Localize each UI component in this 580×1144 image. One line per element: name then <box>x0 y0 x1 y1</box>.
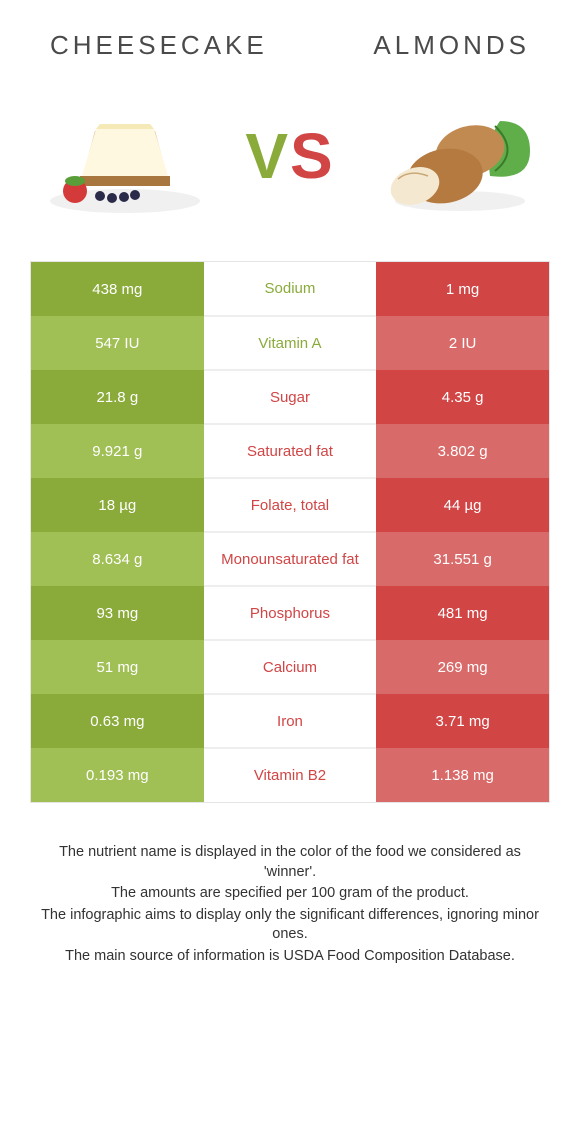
note-line: The infographic aims to display only the… <box>40 906 540 945</box>
nutrient-name: Iron <box>204 694 377 748</box>
nutrient-row: 9.921 gSaturated fat3.802 g <box>31 424 549 478</box>
nutrient-name: Calcium <box>204 640 377 694</box>
nutrient-left-value: 51 mg <box>31 640 204 694</box>
nutrient-right-value: 3.802 g <box>376 424 549 478</box>
note-line: The amounts are specified per 100 gram o… <box>40 884 540 904</box>
nutrient-right-value: 1.138 mg <box>376 748 549 802</box>
vs-label: VS <box>245 119 334 193</box>
nutrient-right-value: 481 mg <box>376 586 549 640</box>
nutrient-left-value: 547 IU <box>31 316 204 370</box>
nutrient-name: Phosphorus <box>204 586 377 640</box>
nutrient-left-value: 93 mg <box>31 586 204 640</box>
cheesecake-image <box>40 91 210 221</box>
nutrient-left-value: 18 µg <box>31 478 204 532</box>
nutrient-row: 18 µgFolate, total44 µg <box>31 478 549 532</box>
vs-v: V <box>245 120 290 192</box>
footer-notes: The nutrient name is displayed in the co… <box>30 803 550 966</box>
nutrient-right-value: 1 mg <box>376 262 549 316</box>
nutrient-row: 438 mgSodium1 mg <box>31 262 549 316</box>
left-food-title: CHEESECAKE <box>50 30 268 61</box>
nutrient-name: Saturated fat <box>204 424 377 478</box>
nutrient-right-value: 31.551 g <box>376 532 549 586</box>
header: CHEESECAKE ALMONDS <box>30 20 550 91</box>
nutrient-name: Folate, total <box>204 478 377 532</box>
nutrient-name: Vitamin B2 <box>204 748 377 802</box>
nutrient-name: Sugar <box>204 370 377 424</box>
note-line: The nutrient name is displayed in the co… <box>40 843 540 882</box>
nutrient-name: Vitamin A <box>204 316 377 370</box>
nutrient-right-value: 2 IU <box>376 316 549 370</box>
note-line: The main source of information is USDA F… <box>40 947 540 967</box>
nutrient-row: 8.634 gMonounsaturated fat31.551 g <box>31 532 549 586</box>
images-row: VS <box>30 91 550 261</box>
nutrient-row: 547 IUVitamin A2 IU <box>31 316 549 370</box>
nutrient-left-value: 21.8 g <box>31 370 204 424</box>
nutrient-right-value: 4.35 g <box>376 370 549 424</box>
nutrient-left-value: 0.193 mg <box>31 748 204 802</box>
nutrient-left-value: 8.634 g <box>31 532 204 586</box>
right-food-title: ALMONDS <box>373 30 530 61</box>
nutrient-name: Monounsaturated fat <box>204 532 377 586</box>
nutrient-row: 0.193 mgVitamin B21.138 mg <box>31 748 549 802</box>
almonds-image <box>370 91 540 221</box>
nutrient-name: Sodium <box>204 262 377 316</box>
nutrient-right-value: 44 µg <box>376 478 549 532</box>
nutrient-row: 21.8 gSugar4.35 g <box>31 370 549 424</box>
nutrient-left-value: 0.63 mg <box>31 694 204 748</box>
nutrient-row: 0.63 mgIron3.71 mg <box>31 694 549 748</box>
nutrient-right-value: 3.71 mg <box>376 694 549 748</box>
nutrient-left-value: 9.921 g <box>31 424 204 478</box>
nutrient-right-value: 269 mg <box>376 640 549 694</box>
nutrients-table: 438 mgSodium1 mg547 IUVitamin A2 IU21.8 … <box>30 261 550 803</box>
nutrient-left-value: 438 mg <box>31 262 204 316</box>
nutrient-row: 51 mgCalcium269 mg <box>31 640 549 694</box>
nutrient-row: 93 mgPhosphorus481 mg <box>31 586 549 640</box>
vs-s: S <box>290 120 335 192</box>
